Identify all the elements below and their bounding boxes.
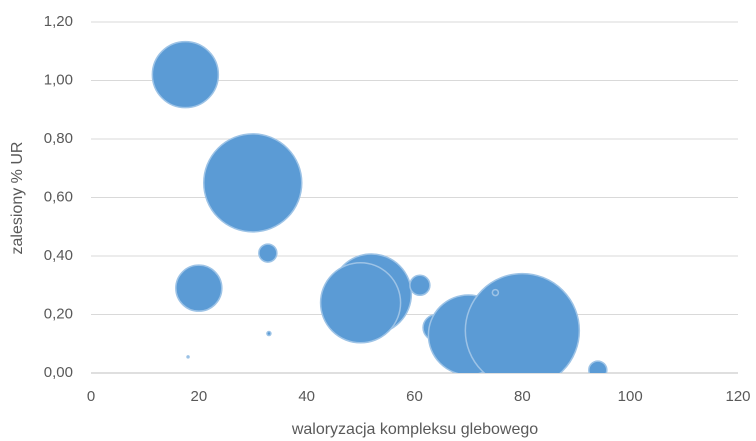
- x-tick-label: 60: [406, 388, 423, 405]
- bubble: [464, 272, 581, 373]
- x-tick-label: 0: [87, 388, 95, 405]
- y-tick-label: 0,20: [44, 305, 73, 322]
- x-tick-label: 40: [298, 388, 315, 405]
- y-tick-label: 0,80: [44, 130, 73, 147]
- bubble: [409, 274, 431, 296]
- x-tick-label: 20: [190, 388, 207, 405]
- bubble: [175, 264, 223, 312]
- x-tick-label: 80: [514, 388, 531, 405]
- y-tick-label: 1,20: [44, 13, 73, 30]
- bubble: [588, 360, 608, 373]
- x-tick-label: 120: [725, 388, 750, 405]
- bubble: [319, 262, 402, 344]
- bubble: [258, 243, 278, 263]
- bubble: [186, 355, 190, 359]
- y-tick-label: 0,40: [44, 247, 73, 264]
- bubble: [491, 288, 500, 297]
- x-tick-label: 100: [618, 388, 643, 405]
- bubble: [151, 40, 220, 109]
- bubble: [266, 330, 272, 337]
- y-tick-label: 0,60: [44, 188, 73, 205]
- y-axis-title: zalesiony % UR: [9, 142, 26, 255]
- y-tick-label: 1,00: [44, 71, 73, 88]
- x-axis-title: waloryzacja kompleksu glebowego: [291, 421, 538, 438]
- bubbles: [151, 40, 608, 373]
- y-tick-label: 0,00: [44, 364, 73, 381]
- bubble: [203, 133, 303, 233]
